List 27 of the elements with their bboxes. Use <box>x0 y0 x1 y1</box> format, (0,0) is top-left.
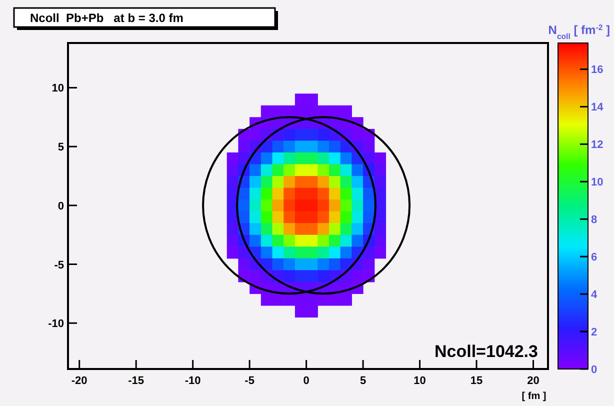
color-bar-label: 12 <box>591 139 604 152</box>
color-bar-label: 8 <box>591 214 598 226</box>
y-tick-label: 5 <box>58 142 64 154</box>
x-tick-label: 0 <box>303 375 310 387</box>
x-tick-label: -5 <box>244 375 254 387</box>
x-tick-label: -20 <box>71 375 88 387</box>
annotation: Ncoll=1042.3 <box>434 342 538 361</box>
x-tick-label: 10 <box>414 375 426 387</box>
y-tick-label: -5 <box>54 259 64 272</box>
y-tick-label: -10 <box>48 318 64 330</box>
x-tick-label: 15 <box>470 375 483 387</box>
x-tick-label: 5 <box>360 375 366 387</box>
color-bar-title: N$_{coll}$ [ fm$^{-2}$ ] <box>548 22 610 40</box>
color-bar-label: 10 <box>591 176 604 189</box>
color-bar-label: 0 <box>591 364 598 376</box>
color-bar-label: 6 <box>591 252 598 264</box>
x-tick-label: 20 <box>527 375 540 387</box>
chart-title: Ncoll Pb+Pb at b = 3.0 fm <box>30 11 184 25</box>
x-tick-label: -15 <box>128 375 144 387</box>
color-bar-label: 14 <box>591 102 604 114</box>
color-bar-label: 4 <box>591 289 598 302</box>
color-bar-label: 2 <box>591 326 598 339</box>
color-bar-label: 16 <box>591 64 604 76</box>
y-tick-label: 0 <box>58 200 64 212</box>
x-tick-label: -10 <box>184 375 201 387</box>
x-axis-title: [ fm ] <box>522 391 546 402</box>
y-tick-label: 10 <box>52 82 64 95</box>
